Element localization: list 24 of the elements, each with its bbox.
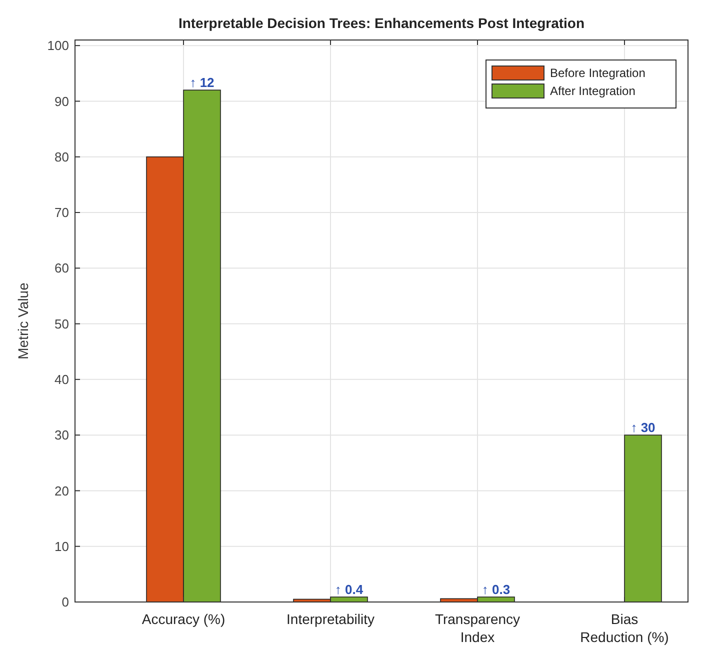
annotation: ↑ 30 <box>630 420 656 436</box>
bar <box>624 434 662 602</box>
annotation: ↑ 0.4 <box>334 582 364 597</box>
y-tick-label: 50 <box>54 316 69 332</box>
y-tick-label: 40 <box>54 372 69 387</box>
y-tick-label: 20 <box>54 483 69 498</box>
x-tick-label: Interpretability <box>286 611 374 627</box>
legend-label: After Integration <box>550 84 636 98</box>
x-tick-label: Transparency Index <box>434 611 520 645</box>
y-tick-label: 10 <box>54 538 69 554</box>
y-tick-label: 90 <box>54 94 69 109</box>
y-tick-label: 70 <box>54 205 69 220</box>
y-tick-label: 80 <box>54 149 69 164</box>
y-tick-label: 30 <box>54 428 69 443</box>
y-tick-label: 100 <box>47 38 69 54</box>
x-tick-label: Accuracy (%) <box>142 611 226 627</box>
chart-title: Interpretable Decision Trees: Enhancements Post Integration <box>178 15 585 31</box>
x-tick-label: Bias Reduction (%) <box>580 611 669 645</box>
annotation: ↑ 0.3 <box>482 582 510 597</box>
annotation: ↑ 12 <box>190 75 214 90</box>
legend-label: Before Integration <box>550 66 646 80</box>
y-axis-title: Metric Value <box>15 282 31 360</box>
y-tick-label: 60 <box>54 260 69 276</box>
y-tick-label: 0 <box>62 594 69 610</box>
